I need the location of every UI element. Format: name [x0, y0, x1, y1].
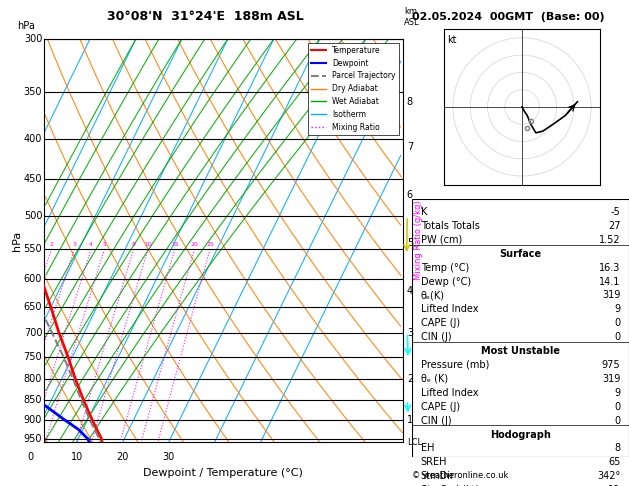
Text: 9: 9	[614, 304, 620, 314]
Text: © weatheronline.co.uk: © weatheronline.co.uk	[412, 471, 508, 480]
Text: 2: 2	[50, 242, 53, 247]
Text: θₑ (K): θₑ (K)	[421, 374, 448, 384]
Text: 30: 30	[162, 452, 175, 462]
Text: 0: 0	[614, 416, 620, 426]
Text: 600: 600	[24, 274, 42, 284]
Text: Dewp (°C): Dewp (°C)	[421, 277, 470, 287]
Text: 850: 850	[24, 395, 42, 405]
Text: 4: 4	[407, 286, 413, 295]
Text: 650: 650	[24, 302, 42, 312]
Text: 350: 350	[24, 87, 42, 97]
Text: 0: 0	[614, 318, 620, 328]
Text: 02.05.2024  00GMT  (Base: 00): 02.05.2024 00GMT (Base: 00)	[412, 12, 604, 22]
Text: hPa: hPa	[12, 230, 22, 251]
Legend: Temperature, Dewpoint, Parcel Trajectory, Dry Adiabat, Wet Adiabat, Isotherm, Mi: Temperature, Dewpoint, Parcel Trajectory…	[308, 43, 399, 135]
Text: SREH: SREH	[421, 457, 447, 468]
Text: 19: 19	[608, 485, 620, 486]
Text: -5: -5	[611, 207, 620, 217]
Text: 20: 20	[191, 242, 198, 247]
Text: 6: 6	[407, 190, 413, 200]
Text: 9: 9	[614, 388, 620, 398]
Text: Pressure (mb): Pressure (mb)	[421, 360, 489, 370]
Text: km
ASL: km ASL	[404, 7, 420, 27]
Text: CAPE (J): CAPE (J)	[421, 318, 460, 328]
Text: 319: 319	[602, 374, 620, 384]
Text: 300: 300	[24, 34, 42, 44]
Text: 7: 7	[407, 142, 413, 152]
Text: Surface: Surface	[499, 249, 542, 259]
Text: Lifted Index: Lifted Index	[421, 304, 478, 314]
Text: PW (cm): PW (cm)	[421, 235, 462, 245]
Text: 2: 2	[407, 374, 413, 384]
Text: 400: 400	[24, 134, 42, 144]
Text: 25: 25	[206, 242, 214, 247]
Text: 5: 5	[407, 238, 413, 248]
Text: Temp (°C): Temp (°C)	[421, 262, 469, 273]
Text: 319: 319	[602, 291, 620, 300]
Text: 8: 8	[131, 242, 136, 247]
Text: 975: 975	[602, 360, 620, 370]
Text: kt: kt	[447, 35, 457, 45]
Text: StmSpd (kt): StmSpd (kt)	[421, 485, 479, 486]
Text: 450: 450	[24, 174, 42, 185]
Text: 500: 500	[24, 211, 42, 221]
Text: Lifted Index: Lifted Index	[421, 388, 478, 398]
Text: 16.3: 16.3	[599, 262, 620, 273]
Text: CAPE (J): CAPE (J)	[421, 402, 460, 412]
Text: 342°: 342°	[597, 471, 620, 481]
Text: 0: 0	[614, 402, 620, 412]
Text: K: K	[421, 207, 427, 217]
Text: 20: 20	[116, 452, 129, 462]
Text: 8: 8	[614, 443, 620, 453]
Text: 3: 3	[407, 328, 413, 338]
Text: 65: 65	[608, 457, 620, 468]
Text: CIN (J): CIN (J)	[421, 332, 451, 342]
Text: 950: 950	[24, 434, 42, 444]
Text: 3: 3	[72, 242, 76, 247]
Text: 1.52: 1.52	[599, 235, 620, 245]
Text: 5: 5	[103, 242, 106, 247]
Text: Most Unstable: Most Unstable	[481, 346, 560, 356]
Text: 900: 900	[24, 415, 42, 425]
Text: 700: 700	[24, 328, 42, 338]
Text: EH: EH	[421, 443, 434, 453]
Text: 27: 27	[608, 221, 620, 231]
Text: 4: 4	[89, 242, 93, 247]
Text: θₑ(K): θₑ(K)	[421, 291, 445, 300]
Text: Hodograph: Hodograph	[490, 430, 551, 439]
Text: Totals Totals: Totals Totals	[421, 221, 479, 231]
Text: 0: 0	[28, 452, 34, 462]
Text: 750: 750	[24, 352, 42, 362]
Text: 550: 550	[24, 244, 42, 254]
Text: 8: 8	[407, 97, 413, 107]
Text: 1: 1	[407, 415, 413, 425]
Text: 10: 10	[144, 242, 152, 247]
Text: LCL: LCL	[407, 438, 422, 447]
Text: CIN (J): CIN (J)	[421, 416, 451, 426]
Text: hPa: hPa	[17, 21, 35, 31]
Text: Dewpoint / Temperature (°C): Dewpoint / Temperature (°C)	[143, 469, 303, 479]
Text: 15: 15	[171, 242, 179, 247]
Text: 14.1: 14.1	[599, 277, 620, 287]
Text: 800: 800	[24, 374, 42, 384]
Text: StmDir: StmDir	[421, 471, 455, 481]
Text: 0: 0	[614, 332, 620, 342]
Text: 30°08'N  31°24'E  188m ASL: 30°08'N 31°24'E 188m ASL	[107, 10, 304, 23]
Text: 10: 10	[70, 452, 83, 462]
Text: Mixing Ratio (g/kg): Mixing Ratio (g/kg)	[414, 201, 423, 280]
